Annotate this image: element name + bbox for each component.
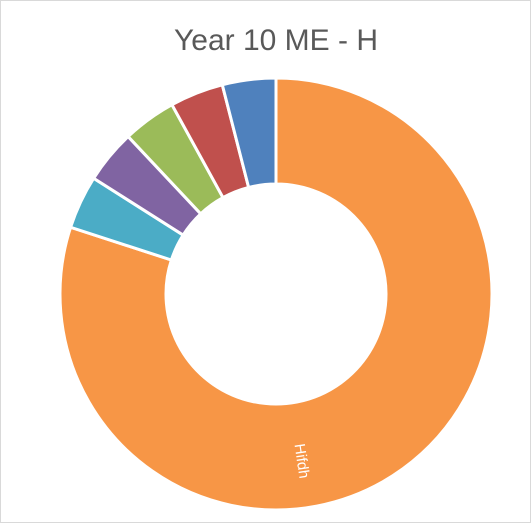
chart-title: Year 10 ME - H bbox=[174, 24, 378, 57]
donut-segment bbox=[58, 76, 494, 512]
donut-segment bbox=[220, 76, 278, 190]
segment-label: Hifdh bbox=[291, 442, 313, 479]
